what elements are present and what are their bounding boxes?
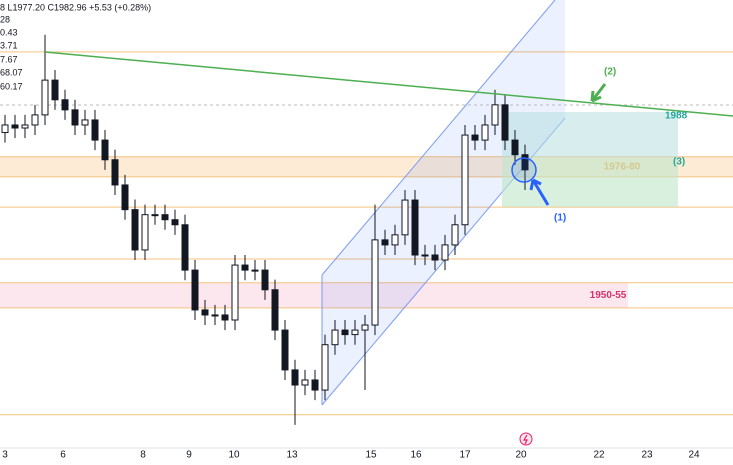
candle-body bbox=[511, 139, 519, 156]
candle-body bbox=[381, 239, 389, 246]
candle-body bbox=[261, 269, 269, 291]
candle-body bbox=[471, 134, 479, 141]
candle-body bbox=[101, 139, 109, 161]
candle-body bbox=[191, 269, 199, 311]
zone-label: 1950-55 bbox=[590, 290, 627, 301]
x-axis: 3 6 8 9 10 13 15 16 17 20 22 23 24 bbox=[2, 450, 700, 461]
candle-body bbox=[91, 119, 99, 141]
x-tick-label: 20 bbox=[515, 450, 527, 461]
candle-body bbox=[51, 79, 59, 101]
x-tick-label: 6 bbox=[60, 450, 66, 461]
arrow-2 bbox=[590, 83, 607, 103]
candle-body bbox=[291, 369, 299, 386]
candle-body bbox=[331, 329, 339, 346]
channel-fill bbox=[322, 0, 565, 405]
candle-body bbox=[361, 324, 369, 331]
x-tick-label: 8 bbox=[140, 450, 146, 461]
candle-body bbox=[391, 234, 399, 246]
candle-body bbox=[421, 254, 429, 257]
candle-body bbox=[111, 159, 119, 186]
candle-body bbox=[221, 314, 229, 321]
candle-body bbox=[411, 199, 419, 256]
candle-body bbox=[251, 269, 259, 272]
target-box-upper bbox=[502, 112, 678, 157]
candle-body bbox=[141, 214, 149, 251]
channel-upper bbox=[321, 0, 556, 276]
x-tick-label: 23 bbox=[641, 450, 653, 461]
ohlc-header: 8 L1977.20 C1982.96 +5.53 (+0.28%) bbox=[0, 2, 151, 12]
highlight-circle bbox=[511, 157, 537, 183]
candle-body bbox=[31, 114, 39, 126]
indicator-value: 3.71 bbox=[0, 40, 18, 50]
candle-body bbox=[161, 214, 169, 221]
candles bbox=[1, 34, 529, 425]
x-tick-label: 22 bbox=[593, 450, 605, 461]
annotation-2: (2) bbox=[604, 67, 616, 78]
event-icon[interactable] bbox=[519, 432, 533, 446]
candle-body bbox=[181, 224, 189, 271]
candle-body bbox=[281, 329, 289, 371]
indicator-value: 28 bbox=[0, 14, 10, 24]
annotation-1: (1) bbox=[554, 213, 566, 224]
candle-body bbox=[321, 344, 329, 391]
x-tick-label: 13 bbox=[286, 450, 298, 461]
candle-body bbox=[401, 199, 409, 236]
x-tick-label: 9 bbox=[186, 450, 192, 461]
candle-body bbox=[501, 104, 509, 141]
candle-body bbox=[21, 124, 29, 129]
candle-body bbox=[61, 99, 69, 111]
candle-body bbox=[121, 184, 129, 211]
arrow-1 bbox=[529, 178, 550, 206]
levels bbox=[0, 51, 733, 416]
candle-body bbox=[11, 124, 19, 129]
candle-body bbox=[211, 314, 219, 317]
indicator-value: 60.17 bbox=[0, 81, 23, 91]
candle-body bbox=[151, 214, 159, 217]
candle-body bbox=[271, 289, 279, 331]
candle-body bbox=[131, 209, 139, 251]
candle-body bbox=[1, 124, 9, 134]
x-tick-label: 17 bbox=[459, 450, 471, 461]
candle-body bbox=[451, 224, 459, 246]
target-label: 1988 bbox=[665, 111, 688, 122]
candle-body bbox=[431, 254, 439, 261]
candle-body bbox=[491, 104, 499, 126]
x-tick-label: 10 bbox=[228, 450, 240, 461]
annotation-3: (3) bbox=[673, 157, 685, 168]
x-tick-label: 16 bbox=[410, 450, 422, 461]
x-tick-label: 3 bbox=[2, 450, 8, 461]
candle-body bbox=[341, 329, 349, 336]
trendline bbox=[44, 51, 733, 117]
candle-body bbox=[481, 124, 489, 141]
candle-body bbox=[81, 119, 89, 126]
indicator-value: 7.67 bbox=[0, 54, 18, 64]
candle-body bbox=[201, 309, 209, 316]
candle-body bbox=[231, 264, 239, 321]
indicator-value: 68.07 bbox=[0, 67, 23, 77]
candle-body bbox=[521, 154, 529, 171]
indicator-value: 0.43 bbox=[0, 27, 18, 37]
x-tick-label: 24 bbox=[688, 450, 700, 461]
x-tick-label: 15 bbox=[365, 450, 377, 461]
candle-body bbox=[301, 379, 309, 386]
event-icon-bolt bbox=[522, 434, 528, 445]
candle-body bbox=[241, 264, 249, 271]
candle-body bbox=[441, 244, 449, 261]
candle-body bbox=[371, 239, 379, 326]
candle-body bbox=[461, 134, 469, 226]
candle-body bbox=[71, 109, 79, 126]
candle-body bbox=[41, 79, 49, 116]
zone bbox=[0, 282, 628, 308]
candle-body bbox=[311, 379, 319, 391]
candle-body bbox=[171, 219, 179, 226]
candle-body bbox=[351, 329, 359, 336]
